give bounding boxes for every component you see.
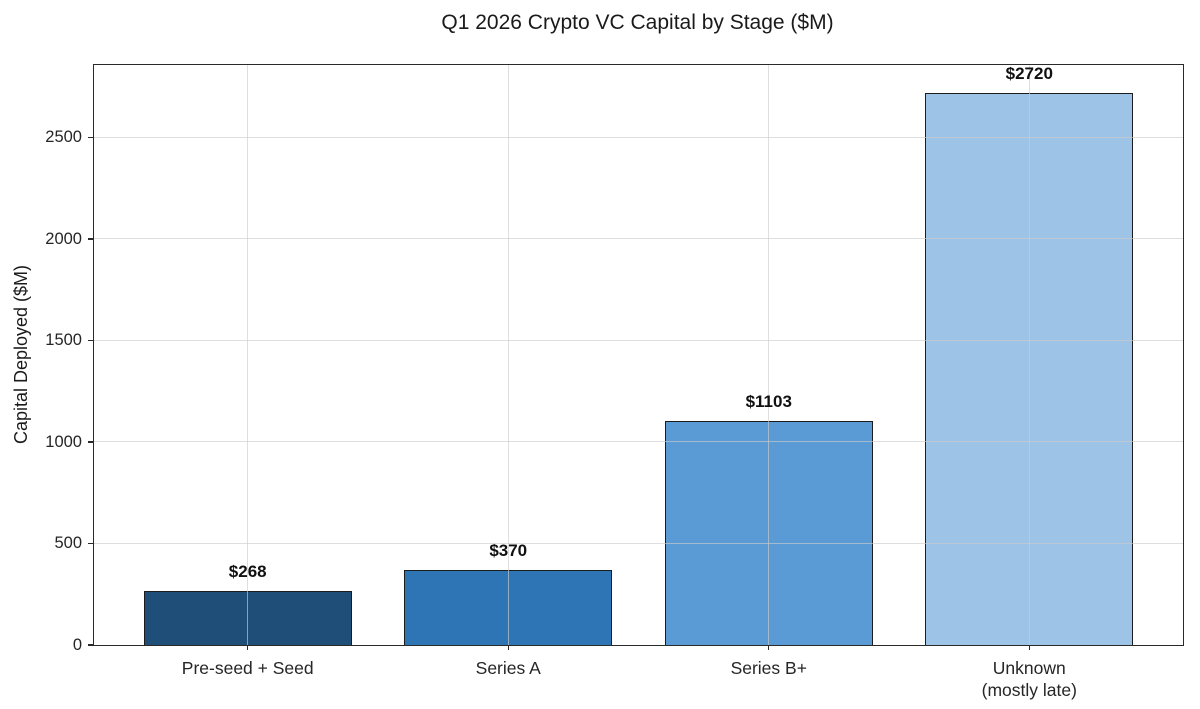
gridline-v-3 [1028, 65, 1030, 645]
x-tick-label-2: Series B+ [730, 658, 807, 678]
x-tick-mark-0 [247, 645, 249, 650]
y-tick-mark-1500 [87, 339, 93, 342]
y-tick-label-1000: 1000 [45, 432, 82, 451]
x-tick-mark-1 [507, 645, 509, 650]
gridline-h-2500 [94, 136, 1183, 138]
gridline-v-2 [768, 65, 770, 645]
y-tick-label-500: 500 [54, 534, 82, 553]
chart-title: Q1 2026 Crypto VC Capital by Stage ($M) [441, 11, 834, 34]
y-tick-mark-500 [87, 542, 93, 545]
y-axis-label: Capital Deployed ($M) [0, 64, 44, 644]
y-tick-mark-1000 [87, 441, 93, 443]
gridline-h-1000 [94, 441, 1183, 443]
gridline-h-1500 [94, 339, 1183, 341]
x-tick-mark-2 [768, 645, 770, 650]
x-tick-label-0: Pre-seed + Seed [181, 658, 314, 678]
x-tick-label-3: Unknown (mostly late) [981, 658, 1077, 700]
y-tick-label-2500: 2500 [45, 128, 82, 147]
y-tick-mark-0 [87, 644, 93, 646]
y-tick-label-1500: 1500 [45, 331, 82, 350]
y-tick-label-0: 0 [72, 636, 82, 654]
y-tick-mark-2000 [87, 238, 93, 240]
bar-value-label-0: $268 [228, 561, 267, 581]
bar-value-label-2: $1103 [745, 392, 792, 411]
gridline-v-0 [247, 65, 249, 645]
y-axis-label-text: Capital Deployed ($M) [11, 264, 32, 444]
bar-value-label-3: $2720 [1005, 63, 1053, 83]
y-tick-mark-2500 [87, 136, 93, 138]
x-tick-mark-3 [1028, 645, 1030, 650]
bar-value-label-1: $370 [489, 540, 528, 560]
gridline-v-1 [507, 65, 509, 645]
y-tick-label-2000: 2000 [45, 229, 82, 248]
x-tick-label-1: Series A [475, 658, 541, 678]
gridline-h-2000 [94, 238, 1183, 240]
plot-area: 0 500 1000 1500 2000 2500 Pre-seed + Seed Serie… [45, 63, 1184, 700]
gridline-h-500 [94, 542, 1183, 544]
